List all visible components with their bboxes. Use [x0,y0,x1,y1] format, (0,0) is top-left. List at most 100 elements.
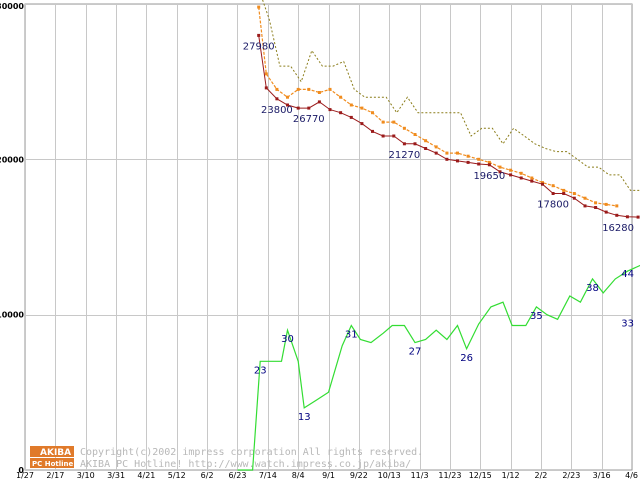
x-tick-label: 9/22 [350,471,368,480]
series-point-2 [530,179,534,183]
series-point-2 [583,204,587,208]
series-point-1 [434,145,438,149]
series-point-2 [360,122,364,126]
series-point-1 [307,87,311,91]
data-label: 30 [281,334,294,345]
data-label: 26 [460,353,473,364]
series-point-1 [349,103,353,107]
x-tick-label: 6/23 [228,471,246,480]
data-label: 27 [409,347,422,358]
series-point-2 [371,129,374,133]
series-point-1 [360,106,364,110]
series-point-2 [349,115,353,119]
watermark: AKIBA PC Hotline! Copyright(c)2002 impre… [30,446,423,470]
akiba-logo-bottom [30,458,74,468]
series-point-1 [456,151,459,155]
data-label: 31 [345,330,358,341]
series-point-1 [615,204,619,208]
series-point-1 [466,154,470,158]
series-point-1 [562,188,566,192]
series-point-1 [317,91,321,94]
akiba-logo-top-text: AKIBA [40,448,71,458]
data-label: 38 [586,283,599,294]
x-tick-label: 3/31 [107,471,125,480]
copyright-text: Copyright(c)2002 impress corporation All… [80,447,423,458]
series-point-1 [275,87,279,91]
data-label: 23 [254,365,267,376]
y-tick-label: 20000 [0,155,24,164]
series-line-0 [262,0,640,191]
series-point-1 [286,95,289,99]
data-label: 19650 [473,171,505,182]
chart-grid [24,3,633,471]
series-point-1 [509,168,513,172]
series-point-2 [296,106,300,110]
data-label: 44 [621,269,634,280]
series-point-1 [328,87,332,91]
series-point-2 [456,159,459,163]
x-axis: 1/27 2/17 3/10 3/31 4/21 5/12 6/2 6/23 7/14 8/4 9/… [16,471,638,480]
series-point-2 [381,134,385,138]
series-point-1 [381,120,385,124]
x-tick-label: 1/27 [16,471,34,480]
y-axis: 0 10000 20000 30000 [0,2,24,475]
data-label: 35 [530,311,543,322]
akiba-logo-top [30,446,74,457]
series-point-1 [572,192,576,195]
x-tick-label: 1/12 [502,471,520,480]
x-tick-label: 3/10 [77,471,95,480]
chart-series [237,0,640,471]
series-point-2 [264,86,268,90]
series-point-1 [583,196,587,200]
x-tick-label: 7/14 [259,471,277,480]
series-point-1 [402,126,406,130]
data-label: 21270 [388,150,420,161]
series-point-2 [509,173,513,177]
series-point-1 [413,133,417,136]
series-point-2 [317,100,321,104]
series-point-2 [487,163,491,167]
series-point-1 [296,87,300,91]
series-point-2 [604,210,608,214]
series-point-2 [424,147,428,150]
series-line-3 [237,264,640,471]
series-point-1 [477,157,481,161]
x-tick-label: 11/3 [411,471,429,480]
series-point-2 [339,111,343,115]
x-tick-label: 12/15 [469,471,492,480]
series-point-1 [424,139,428,143]
data-label: 13 [298,412,311,423]
data-label: 23800 [261,105,293,116]
x-tick-label: 8/4 [292,471,305,480]
series-point-1 [604,202,608,206]
series-point-2 [257,33,261,37]
data-label: 16280 [602,223,634,234]
x-tick-label: 2/23 [562,471,580,480]
x-tick-label: 9/1 [322,471,335,480]
y-tick-label: 30000 [0,2,24,11]
series-point-1 [519,171,523,175]
series-point-1 [530,176,534,180]
series-point-2 [541,182,544,186]
series-point-2 [392,134,396,138]
series-point-1 [445,151,449,155]
series-point-1 [487,160,491,164]
series-point-2 [286,103,289,107]
series-point-1 [371,111,374,115]
series-point-1 [498,165,502,169]
series-point-2 [402,142,406,146]
series-point-2 [551,192,555,195]
series-point-2 [615,213,619,217]
x-tick-label: 5/12 [168,471,186,480]
data-label: 27980 [243,41,275,52]
data-label: 33 [621,319,634,330]
series-point-2 [562,192,566,195]
akiba-logo-bottom-text: PC Hotline! [32,460,76,468]
x-tick-label: 11/23 [438,471,461,480]
series-point-2 [625,215,629,219]
series-point-1 [392,120,396,124]
series-point-2 [572,196,576,200]
series-point-2 [477,162,481,166]
